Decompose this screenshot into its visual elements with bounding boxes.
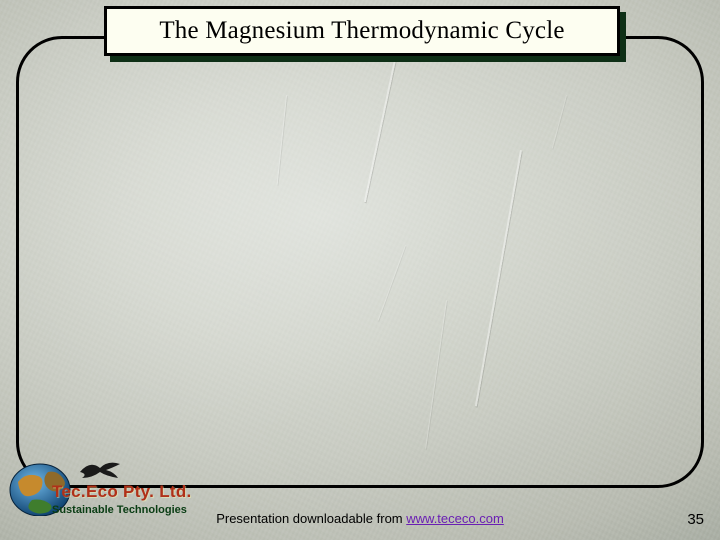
slide-title: The Magnesium Thermodynamic Cycle — [159, 17, 564, 45]
page-number: 35 — [687, 511, 704, 528]
download-prefix: Presentation downloadable from — [216, 511, 406, 526]
bird-icon — [78, 458, 122, 480]
download-link[interactable]: www.tececo.com — [406, 511, 504, 526]
content-frame — [16, 36, 704, 488]
logo-brand-text: Tec.Eco Pty. Ltd. — [52, 482, 192, 502]
title-box: The Magnesium Thermodynamic Cycle — [104, 6, 620, 56]
download-line: Presentation downloadable from www.tecec… — [0, 511, 720, 526]
